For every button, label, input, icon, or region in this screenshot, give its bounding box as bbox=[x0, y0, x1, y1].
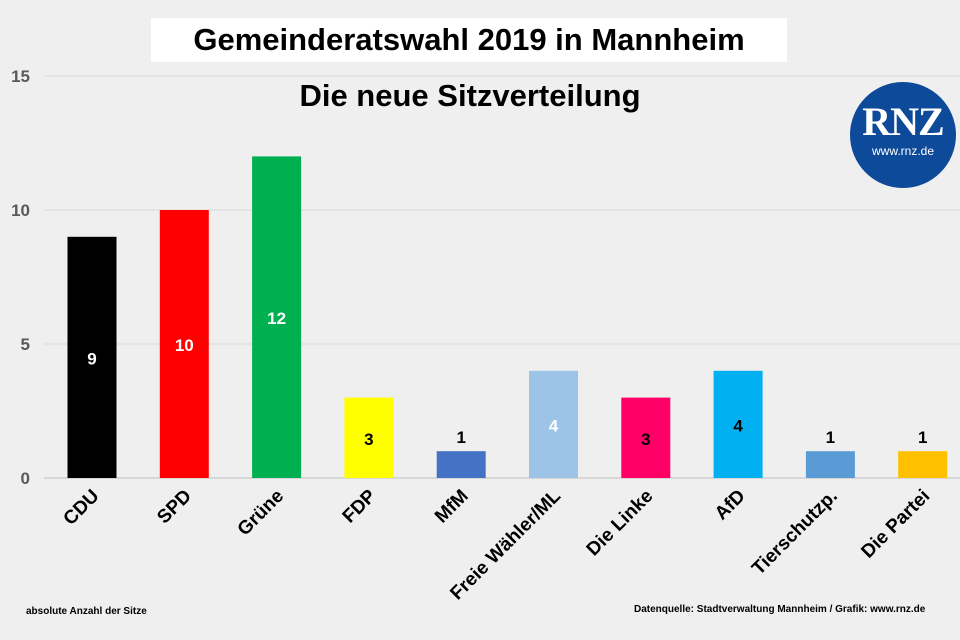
x-tick-label: AfD bbox=[711, 486, 750, 525]
footnote-unit: absolute Anzahl der Sitze bbox=[26, 606, 147, 617]
logo-url: www.rnz.de bbox=[871, 144, 935, 158]
chart-subtitle: Die neue Sitzverteilung bbox=[299, 78, 641, 113]
bar-5 bbox=[529, 370, 578, 478]
data-label: 9 bbox=[87, 349, 96, 368]
x-tick-label: MfM bbox=[431, 486, 473, 528]
data-label: 1 bbox=[918, 428, 927, 447]
data-label: 10 bbox=[175, 336, 194, 355]
x-tick-label: FDP bbox=[339, 485, 381, 527]
data-label: 12 bbox=[267, 309, 286, 328]
x-tick-label: CDU bbox=[60, 486, 104, 530]
bar-9 bbox=[898, 451, 948, 478]
x-tick-label: Die Linke bbox=[583, 486, 658, 561]
x-tick-label: Tierschutzp. bbox=[748, 486, 842, 580]
bar-4 bbox=[436, 451, 486, 478]
y-tick-label: 15 bbox=[11, 67, 30, 86]
data-label: 1 bbox=[826, 428, 835, 447]
bar-6 bbox=[621, 397, 671, 478]
rnz-logo: RNZ www.rnz.de bbox=[850, 82, 956, 188]
bar-0 bbox=[67, 236, 117, 478]
data-label: 4 bbox=[733, 416, 743, 435]
chart-title: Gemeinderatswahl 2019 in Mannheim bbox=[151, 18, 787, 62]
y-tick-label: 10 bbox=[11, 201, 30, 220]
y-tick-label: 0 bbox=[21, 469, 30, 488]
y-tick-label: 5 bbox=[21, 335, 30, 354]
bar-3 bbox=[344, 397, 394, 478]
x-tick-label: Grüne bbox=[234, 486, 288, 540]
data-label: 1 bbox=[456, 428, 465, 447]
footnote-source: Datenquelle: Stadtverwaltung Mannheim / … bbox=[634, 604, 926, 615]
logo-text: RNZ bbox=[862, 99, 944, 144]
bar-1 bbox=[159, 210, 209, 478]
x-tick-label: Die Partei bbox=[857, 486, 934, 563]
data-label: 3 bbox=[641, 430, 650, 449]
bar-7 bbox=[713, 370, 763, 478]
data-label: 4 bbox=[549, 416, 559, 435]
bar-2 bbox=[252, 156, 302, 478]
bar-8 bbox=[805, 451, 855, 478]
x-tick-label: SPD bbox=[153, 486, 195, 528]
data-label: 3 bbox=[364, 430, 373, 449]
